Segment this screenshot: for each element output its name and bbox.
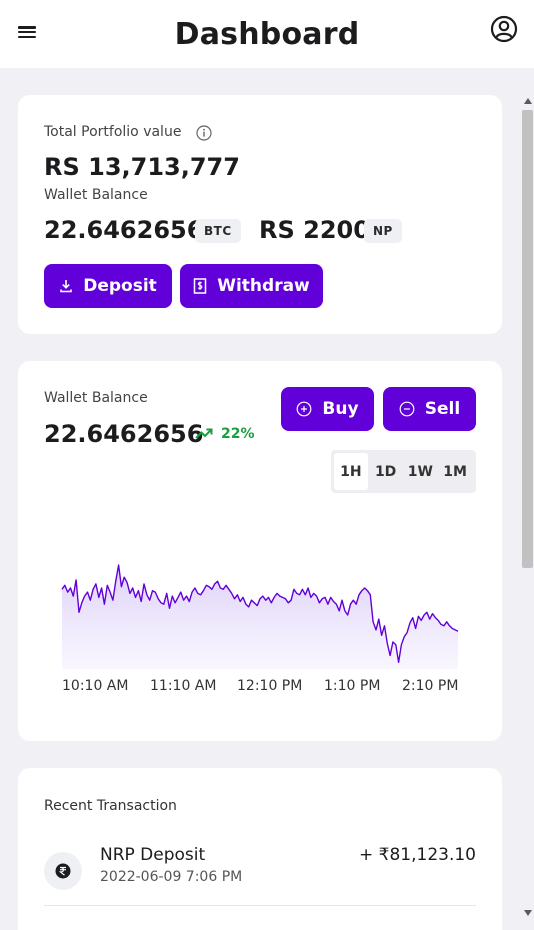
rupee-coin-icon [44, 852, 82, 890]
transaction-date: 2022-06-09 7:06 PM [100, 869, 243, 885]
chart-wallet-balance-label: Wallet Balance [44, 390, 148, 406]
recent-transactions-card: Recent Transaction NRP Deposit 2022-06-0… [18, 768, 502, 930]
buy-button[interactable]: Buy [281, 387, 374, 431]
total-portfolio-value: RS 13,713,777 [44, 153, 240, 181]
btc-currency-tag: BTC [195, 219, 241, 243]
transaction-title: NRP Deposit [100, 845, 206, 865]
account-circle-icon[interactable] [490, 15, 518, 43]
transaction-amount: + ₹81,123.10 [359, 845, 476, 865]
chart-area-fill [62, 565, 458, 669]
balance-change-percent: 22% [221, 426, 255, 442]
npr-currency-tag: NP [364, 219, 402, 243]
deposit-label: Deposit [83, 276, 157, 296]
x-tick-label: 2:10 PM [402, 678, 459, 694]
page-title: Dashboard [174, 16, 360, 52]
wallet-chart-card: Wallet Balance 22.6462656 22% Buy Sell 1… [18, 361, 502, 741]
plus-circle-icon [297, 401, 312, 417]
sell-button[interactable]: Sell [383, 387, 476, 431]
recent-transactions-title: Recent Transaction [44, 798, 177, 814]
timeframe-1h[interactable]: 1H [334, 453, 368, 490]
chart-series-line [61, 564, 459, 663]
scroll-up-arrow-icon[interactable] [524, 98, 532, 104]
timeframe-selector: 1H 1D 1W 1M [331, 450, 476, 493]
info-icon[interactable] [196, 125, 212, 141]
app-header: Dashboard [0, 0, 534, 68]
npr-balance: RS 2200 [259, 216, 370, 244]
deposit-button[interactable]: Deposit [44, 264, 172, 308]
minus-circle-icon [399, 401, 415, 417]
x-tick-label: 10:10 AM [62, 678, 129, 694]
x-tick-label: 1:10 PM [324, 678, 381, 694]
buy-label: Buy [322, 399, 359, 419]
timeframe-1m[interactable]: 1M [443, 463, 467, 480]
balance-change: 22% [195, 426, 255, 442]
sell-label: Sell [424, 399, 461, 419]
scroll-down-arrow-icon[interactable] [524, 910, 532, 916]
timeframe-1d[interactable]: 1D [374, 463, 397, 480]
x-tick-label: 12:10 PM [237, 678, 303, 694]
withdraw-label: Withdraw [217, 276, 310, 296]
scrollbar-thumb[interactable] [522, 110, 533, 568]
portfolio-card: Total Portfolio value RS 13,713,777 Wall… [18, 95, 502, 334]
download-icon [60, 280, 73, 293]
timeframe-1w[interactable]: 1W [407, 463, 433, 480]
wallet-balance-chart [61, 564, 459, 669]
hamburger-menu-icon[interactable] [18, 24, 36, 40]
total-portfolio-label: Total Portfolio value [44, 124, 182, 140]
trending-up-icon [195, 428, 213, 439]
chart-wallet-balance-value: 22.6462656 [44, 420, 204, 448]
wallet-balance-label: Wallet Balance [44, 187, 148, 203]
btc-balance: 22.6462656 [44, 216, 204, 244]
x-tick-label: 11:10 AM [150, 678, 217, 694]
withdraw-button[interactable]: Withdraw [180, 264, 323, 308]
transaction-divider [44, 905, 476, 906]
receipt-icon [193, 278, 207, 294]
